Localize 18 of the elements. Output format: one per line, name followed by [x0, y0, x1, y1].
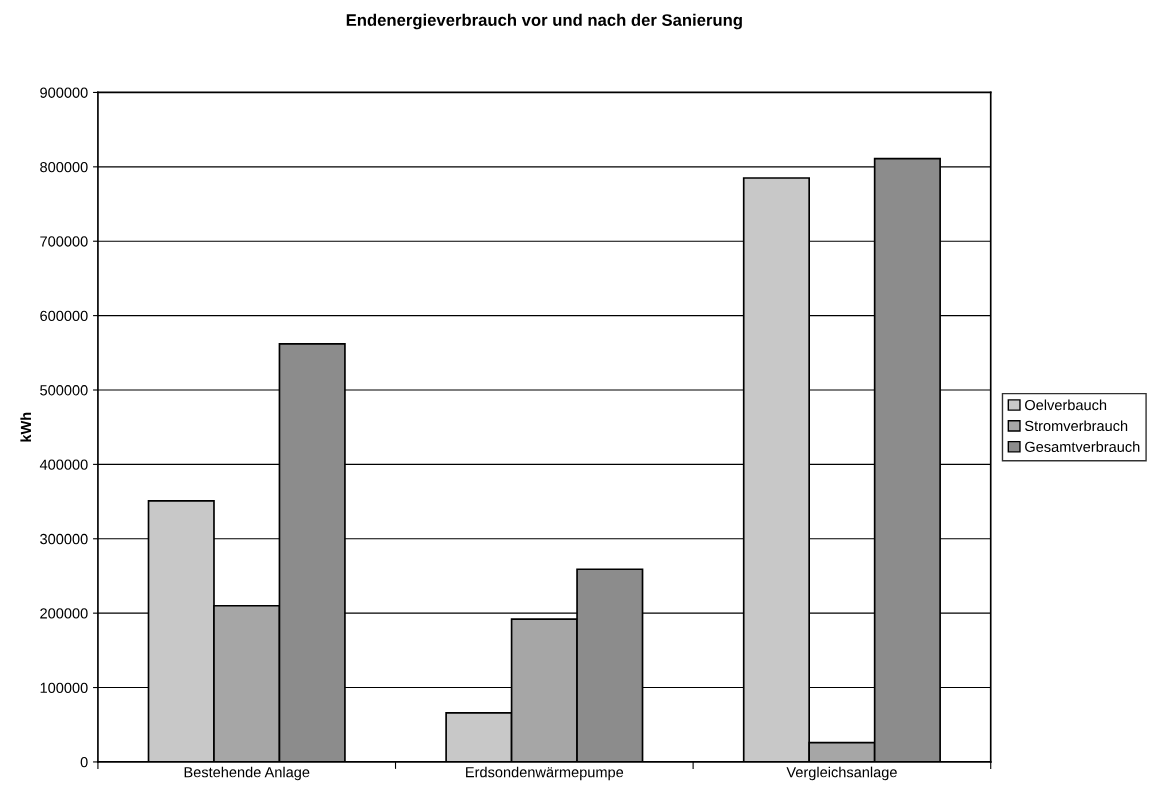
y-tick-label: 400000	[39, 459, 88, 470]
y-tick-label: 200000	[40, 608, 88, 619]
legend-label: Oelverbauch	[1025, 399, 1107, 411]
x-tick-label: Bestehende Anlage	[184, 766, 310, 781]
y-tick-label: 0	[80, 757, 88, 768]
y-tick-label: 300000	[40, 533, 88, 545]
y-tick-label: 900000	[40, 87, 88, 98]
x-tick-label: Erdsondenwärmepumpe	[466, 766, 624, 781]
y-axis-title: kWh	[20, 412, 31, 442]
legend-label: Gesamtverbrauch	[1025, 441, 1140, 452]
y-tick-label: 100000	[40, 682, 88, 693]
y-tick-label: 500000	[40, 385, 88, 396]
y-tick-label: 600000	[40, 310, 88, 322]
y-tick-label: 800000	[40, 161, 88, 173]
y-tick-label: 700000	[40, 236, 88, 247]
x-tick-label: Vergleichsanlage	[786, 766, 897, 781]
chart-title: Endenergieverbrauch vor und nach der Sanierung	[346, 13, 742, 30]
legend-label: Stromverbrauch	[1025, 420, 1128, 432]
